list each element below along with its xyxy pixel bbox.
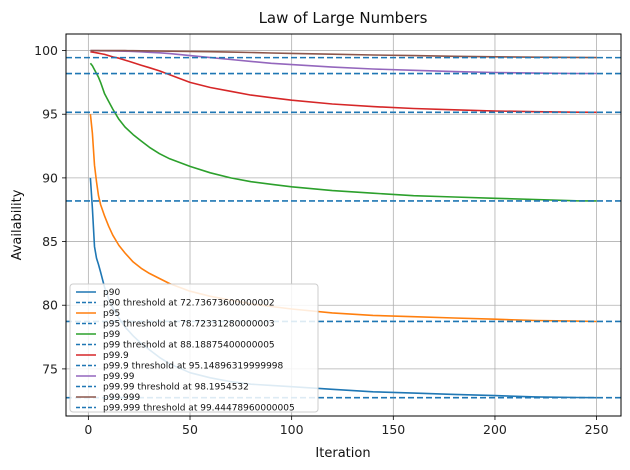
plot-frame: [65, 33, 622, 417]
chart-title: Law of Large Numbers: [259, 9, 428, 27]
legend-entry: p99.99: [103, 372, 135, 382]
legend-entry: p99.999 threshold at 99.44478960000005: [103, 404, 295, 414]
legend-entry: p99 threshold at 88.18875400000005: [103, 341, 275, 351]
legend-entry: p95 threshold at 78.72331280000003: [103, 320, 275, 330]
x-tick-label: 100: [280, 422, 304, 437]
legend-box: [69, 283, 319, 413]
y-axis-label: Availability: [10, 189, 25, 260]
p99-series-line: [89, 62, 597, 202]
p99-999-series-line: [90, 49, 597, 59]
legend-entry: p95: [103, 309, 120, 319]
y-tick-label: 100: [34, 43, 58, 58]
x-tick-label: 0: [84, 422, 92, 437]
legend-entry: p99.99 threshold at 98.1954532: [103, 383, 249, 393]
x-tick-label: 50: [182, 422, 198, 437]
y-tick-label: 85: [42, 234, 58, 249]
legend-entry: p99.9: [103, 351, 129, 361]
y-tick-label: 80: [42, 298, 58, 313]
p95-series-line: [89, 114, 597, 323]
y-tick-label: 90: [42, 170, 58, 185]
legend-entry: p90 threshold at 72.73673600000002: [103, 299, 275, 309]
p99-9-series-line: [90, 51, 597, 114]
x-tick-label: 150: [381, 422, 405, 437]
legend-entry: p99: [103, 330, 120, 340]
legend-entry: p99.999: [103, 393, 140, 403]
y-tick-label: 75: [42, 361, 58, 376]
axis-ticks: 0 50 100 150 200 250 75 80 85 90 95 100: [34, 43, 608, 437]
legend-entry: p99.9 threshold at 95.14896319999998: [103, 362, 284, 372]
x-axis-label: Iteration: [315, 446, 370, 461]
x-tick-label: 200: [483, 422, 507, 437]
x-tick-label: 250: [585, 422, 609, 437]
legend-entry: p90: [103, 288, 120, 298]
y-tick-label: 95: [42, 107, 58, 122]
